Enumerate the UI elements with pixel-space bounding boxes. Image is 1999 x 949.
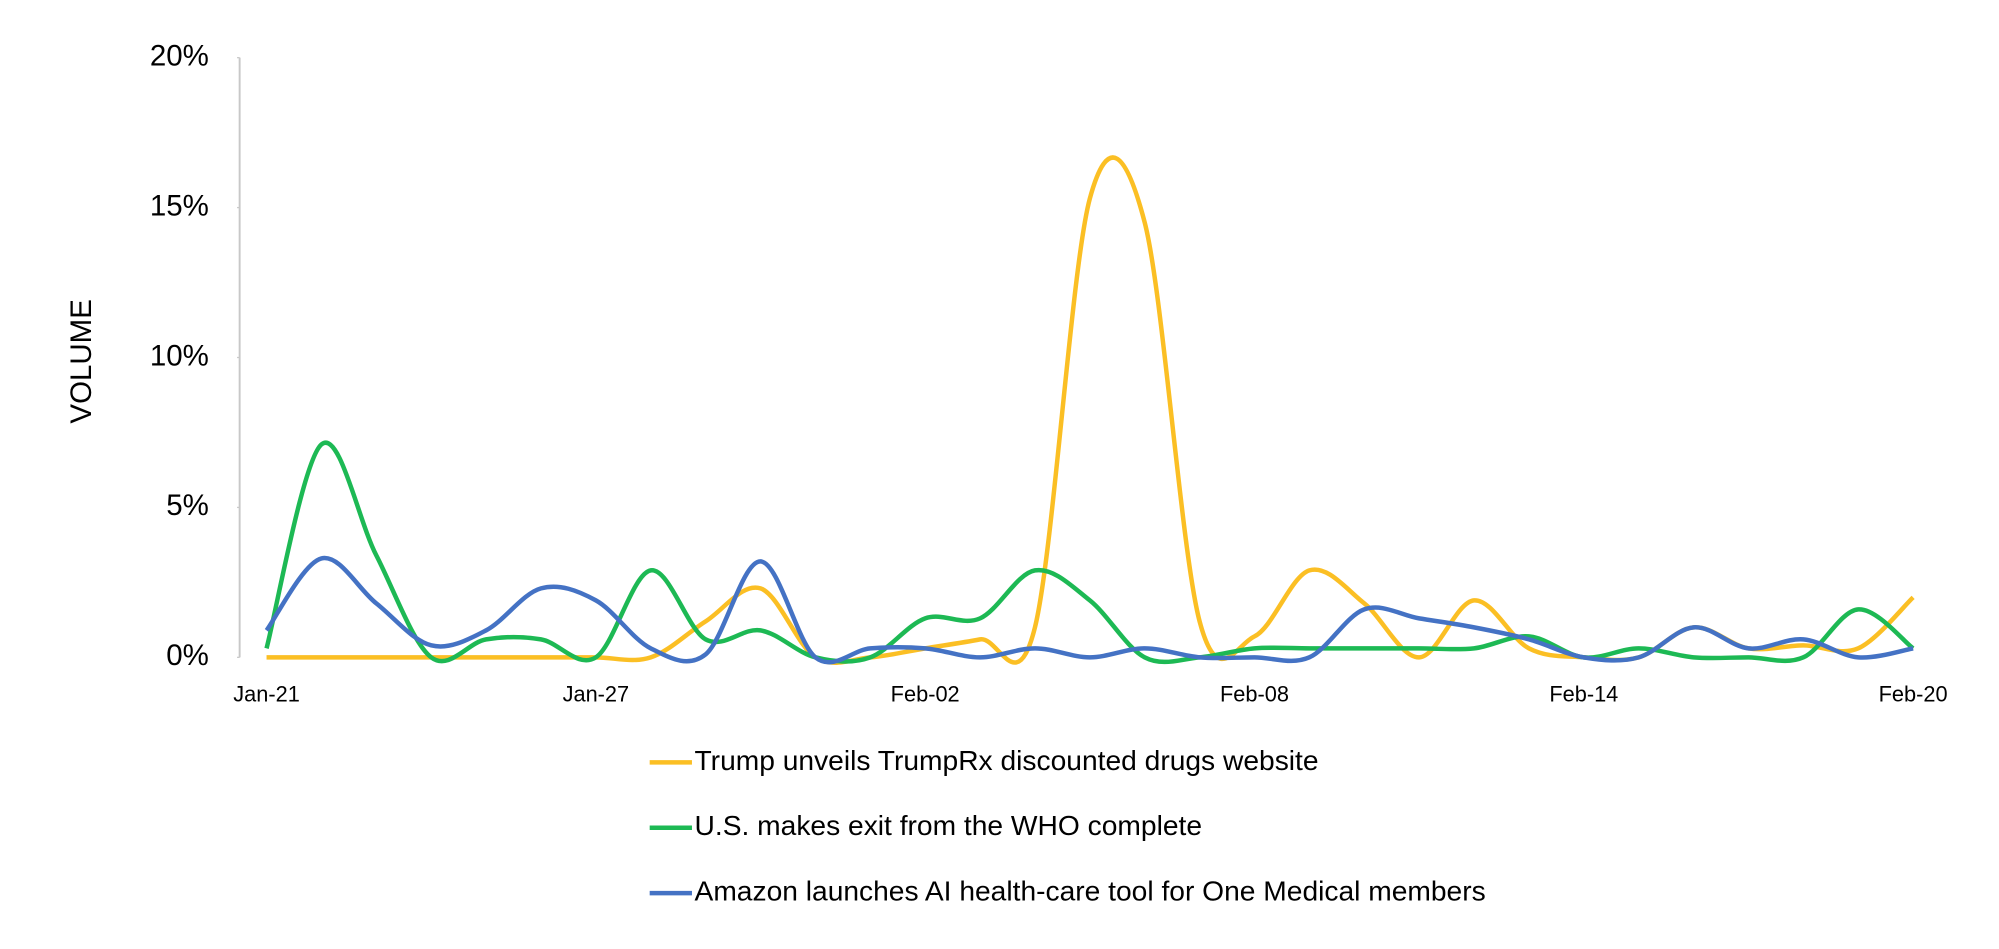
legend-label: Trump unveils TrumpRx discounted drugs w… xyxy=(695,744,1319,776)
legend-label: Amazon launches AI health-care tool for … xyxy=(695,875,1486,907)
series-line xyxy=(266,155,1915,666)
x-tick-label: Jan-21 xyxy=(233,682,300,707)
legend-label: U.S. makes exit from the WHO complete xyxy=(695,809,1203,841)
x-tick-label: Feb-14 xyxy=(1549,682,1618,707)
x-tick-label: Feb-20 xyxy=(1879,682,1948,707)
x-tick-label: Jan-27 xyxy=(563,682,630,707)
y-tick-label: 15% xyxy=(150,189,209,222)
y-axis-label: VOLUME xyxy=(65,299,98,423)
x-tick-label: Feb-02 xyxy=(891,682,960,707)
y-tick-label: 0% xyxy=(166,639,209,672)
y-tick-label: 20% xyxy=(150,39,209,72)
y-tick-label: 10% xyxy=(150,339,209,372)
series-line xyxy=(264,555,1914,665)
x-tick-label: Feb-08 xyxy=(1220,682,1289,707)
y-tick-label: 5% xyxy=(166,489,209,522)
series-line xyxy=(264,440,1915,665)
